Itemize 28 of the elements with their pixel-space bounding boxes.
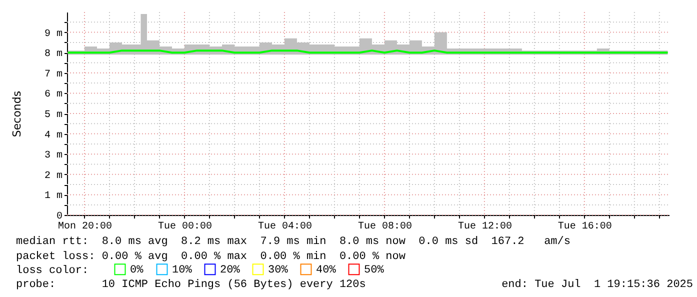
legend-label: 10% bbox=[172, 264, 192, 276]
x-tick-label: Tue 04:00 bbox=[258, 222, 312, 232]
y-tick-label: 2 m bbox=[44, 170, 62, 182]
y-tick-label: 6 m bbox=[44, 90, 62, 101]
legend-label: 50% bbox=[364, 264, 384, 276]
y-tick-label: 8 m bbox=[44, 49, 62, 60]
y-tick-label: 0 bbox=[56, 212, 62, 222]
legend-label: 40% bbox=[316, 264, 336, 276]
text: probe: 10 ICMP Echo Pings (56 Bytes) every 120s bbox=[16, 279, 366, 291]
legend-label: 30% bbox=[268, 264, 288, 276]
y-tick-label: 1 m bbox=[44, 191, 62, 202]
text: median rtt: 8.0 ms avg 8.2 ms max 7.9 ms min 8.0 ms now 0.0 ms sd 167.2 am/s bbox=[16, 236, 570, 248]
y-tick-label: 4 m bbox=[44, 130, 62, 142]
legend-label: 0% bbox=[130, 264, 144, 276]
legend-title: loss color: bbox=[16, 265, 89, 277]
legend-label: 20% bbox=[220, 264, 240, 276]
x-tick-label: Mon 20:00 bbox=[58, 222, 112, 232]
y-tick-label: 9 m bbox=[44, 28, 62, 40]
y-tick-label: 3 m bbox=[44, 150, 62, 162]
text: end: Tue Jul 1 19:15:36 2025 bbox=[502, 279, 693, 291]
x-tick-label: Tue 12:00 bbox=[458, 222, 512, 232]
y-tick-label: 7 m bbox=[44, 69, 62, 80]
y-axis-title: Seconds bbox=[10, 90, 24, 138]
x-tick-label: Tue 08:00 bbox=[358, 222, 412, 232]
x-tick-label: Tue 00:00 bbox=[158, 222, 212, 232]
y-tick-label: 5 m bbox=[44, 110, 62, 121]
text: packet loss: 0.00 % avg 0.00 % max 0.00 % min 0.00 % now bbox=[16, 251, 406, 263]
x-tick-label: Tue 16:00 bbox=[558, 222, 612, 232]
